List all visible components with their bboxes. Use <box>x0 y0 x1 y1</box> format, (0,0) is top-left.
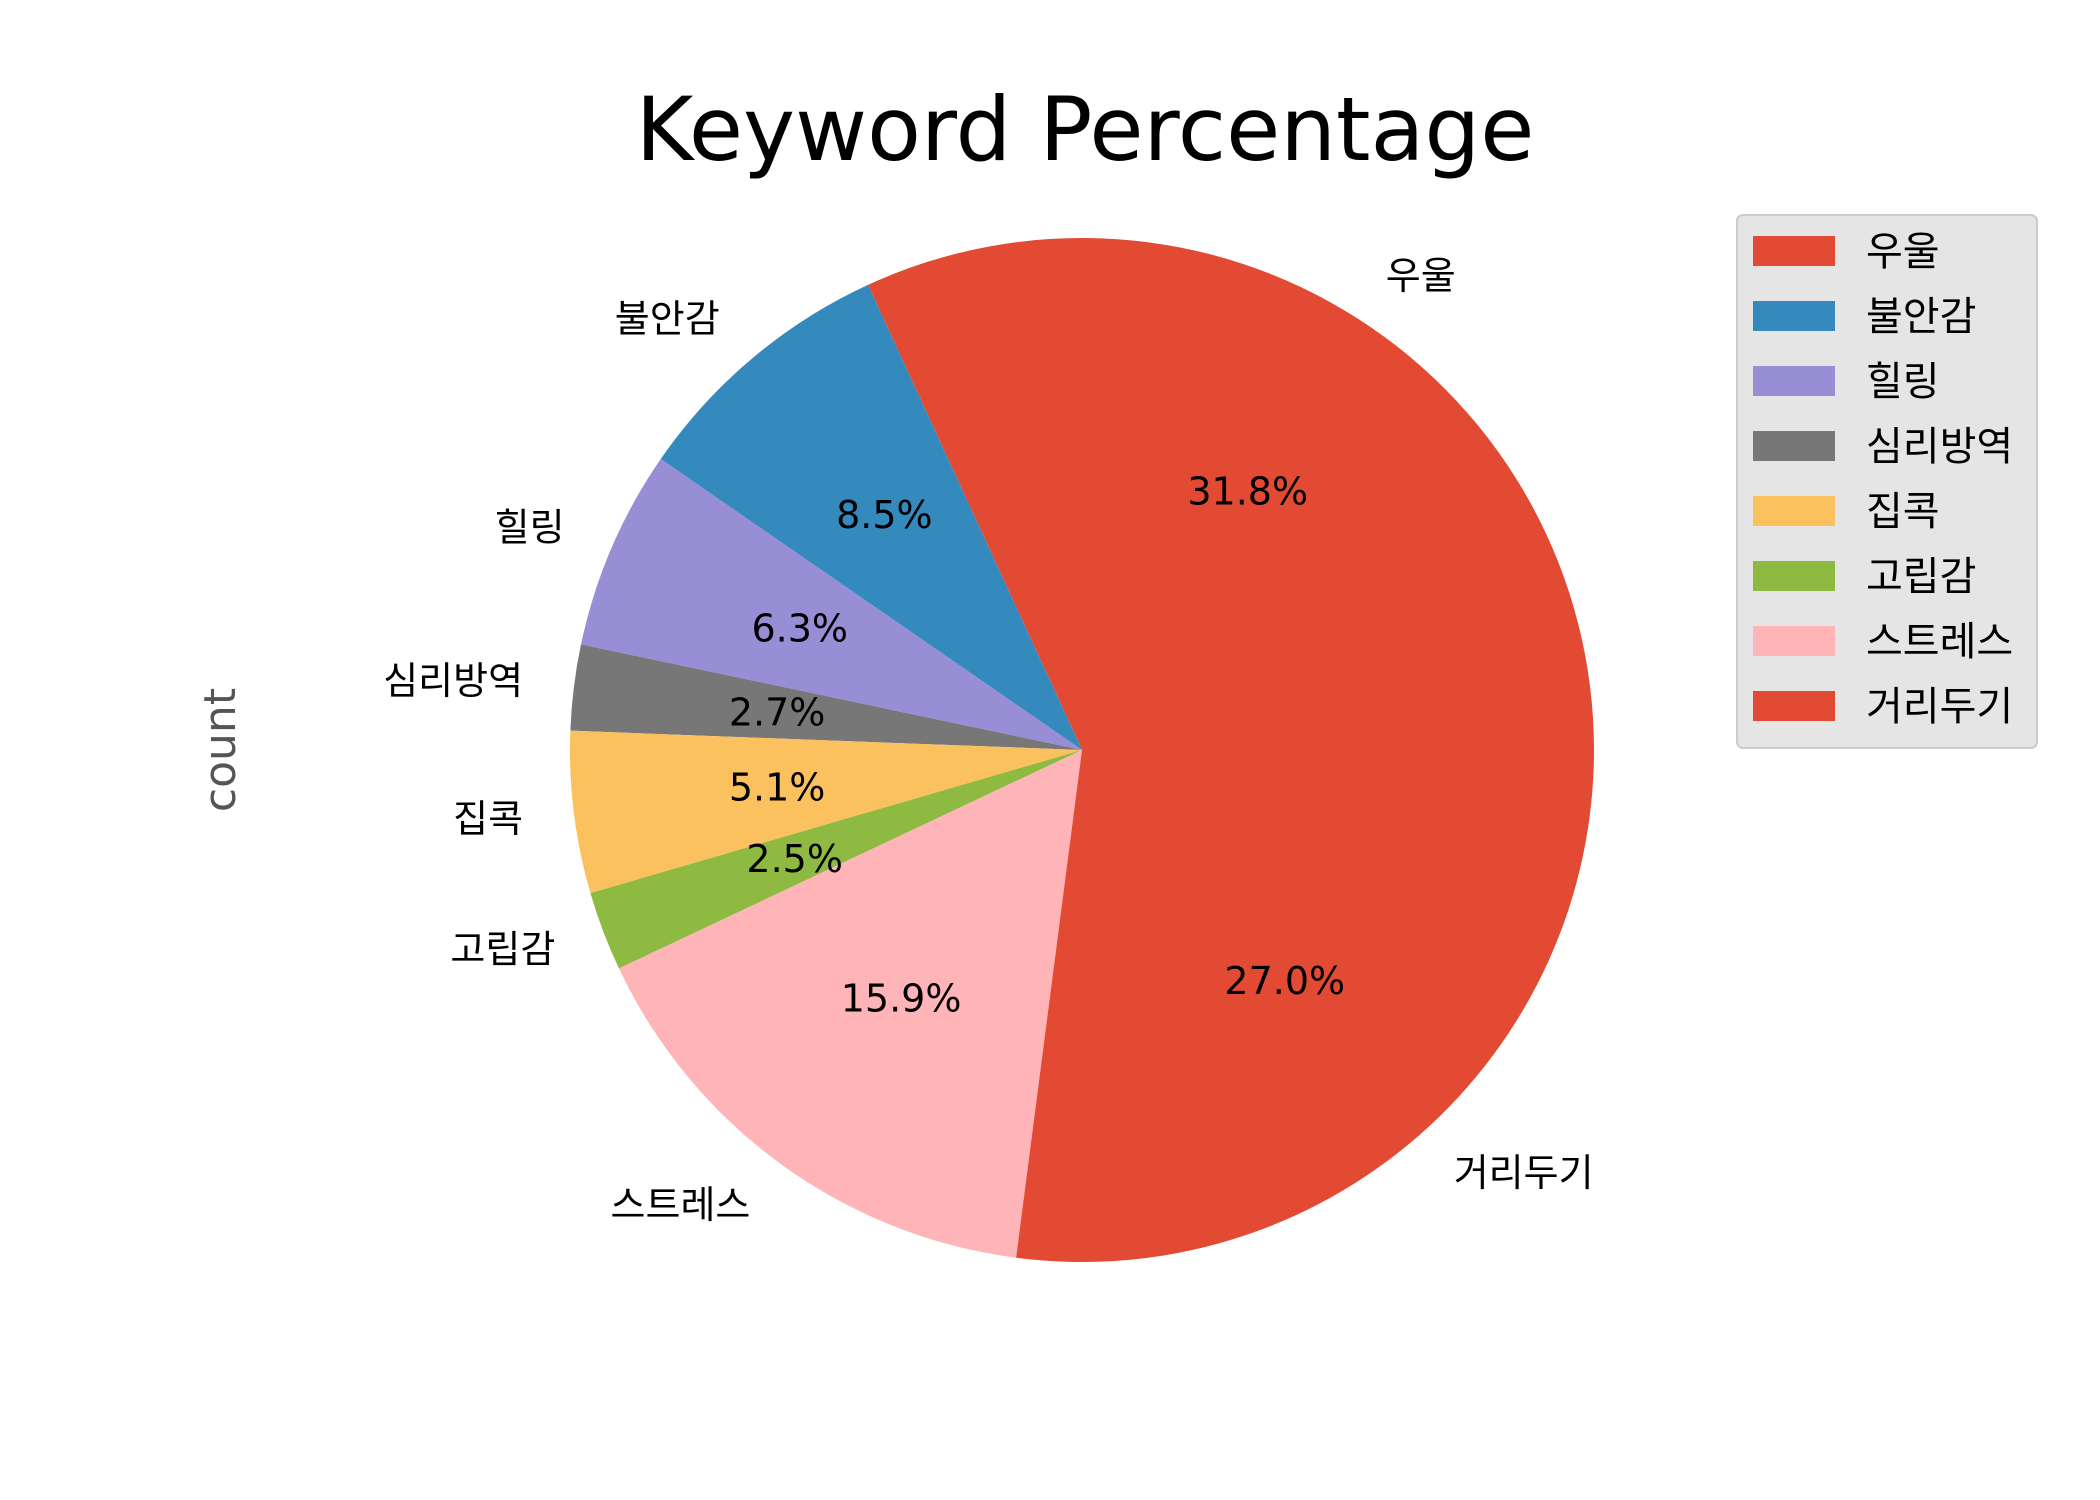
legend-label: 힐링 <box>1866 359 1940 405</box>
slice-category-label: 우울 <box>1386 254 1456 298</box>
slice-category-label: 심리방역 <box>383 659 523 703</box>
slice-percent-label: 8.5% <box>836 493 933 537</box>
legend-frame <box>1736 214 2038 749</box>
slice-category-label: 집콕 <box>453 797 523 841</box>
legend-label: 고립감 <box>1866 554 1976 600</box>
legend-swatch <box>1753 431 1835 461</box>
legend-label: 스트레스 <box>1866 619 2013 665</box>
legend-swatch <box>1753 301 1835 331</box>
slice-category-label: 스트레스 <box>611 1183 751 1227</box>
slice-percent-label: 5.1% <box>729 766 826 810</box>
legend-label: 우울 <box>1866 229 1940 275</box>
legend-label: 심리방역 <box>1866 424 2013 470</box>
slice-percent-label: 2.5% <box>746 837 843 881</box>
pie-slice <box>570 730 1082 894</box>
chart-title: Keyword Percentage <box>636 78 1535 181</box>
slice-percent-label: 6.3% <box>752 607 849 651</box>
legend-swatch <box>1753 561 1835 591</box>
legend-label: 집콕 <box>1866 489 1940 535</box>
slice-percent-label: 15.9% <box>841 976 962 1020</box>
pie-slice <box>570 644 1082 750</box>
pie-slice <box>581 459 1082 750</box>
pie-slice <box>1016 750 1594 1262</box>
pie-slice <box>660 284 1082 750</box>
slice-category-label: 고립감 <box>450 927 555 971</box>
legend-label: 불안감 <box>1866 294 1976 340</box>
slice-percent-label: 2.7% <box>729 690 826 734</box>
y-axis-label: count <box>195 688 246 812</box>
percent-labels: 31.8% 8.5% 6.3% 2.7% 5.1% 2.5% 15.9% 27.0% <box>729 469 1345 1020</box>
legend-swatch <box>1753 691 1835 721</box>
legend-label: 거리두기 <box>1866 684 2013 730</box>
slice-percent-label: 31.8% <box>1187 469 1308 513</box>
legend-swatch <box>1753 496 1835 526</box>
slice-percent-label: 27.0% <box>1224 959 1345 1003</box>
pie-slices <box>570 238 1594 1262</box>
legend-swatch <box>1753 236 1835 266</box>
slice-category-label: 불안감 <box>615 297 720 341</box>
slice-category-label: 힐링 <box>495 506 565 550</box>
pie-slice <box>618 750 1082 1258</box>
pie-slice <box>590 750 1082 969</box>
pie-slice <box>867 238 1594 751</box>
legend-swatch <box>1753 366 1835 396</box>
legend-swatch <box>1753 626 1835 656</box>
slice-category-label: 거리두기 <box>1454 1151 1594 1195</box>
